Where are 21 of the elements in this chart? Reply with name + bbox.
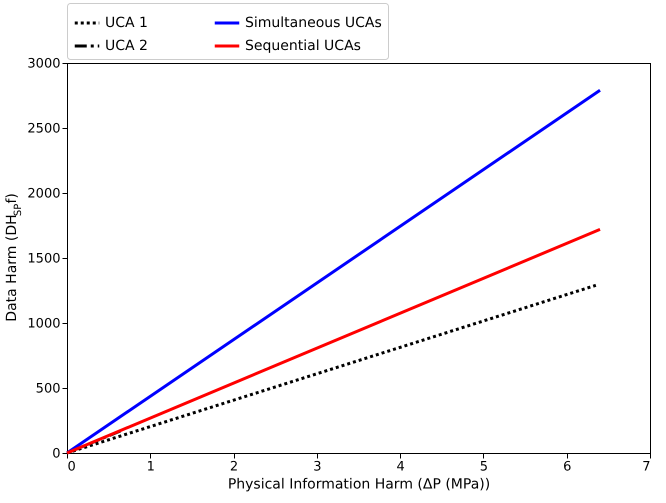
y-axis-title: Data Harm (DHSPf) xyxy=(4,193,24,322)
legend-label: Simultaneous UCAs xyxy=(245,15,382,31)
x-tick-label: 1 xyxy=(146,460,155,474)
legend-label: Sequential UCAs xyxy=(245,38,361,54)
y-tick-label: 0 xyxy=(52,446,60,462)
x-tick-label: 4 xyxy=(396,460,405,474)
x-tick-label: 6 xyxy=(563,460,572,474)
y-tick-label: 1000 xyxy=(27,316,60,332)
y-tick-label: 500 xyxy=(36,382,60,396)
x-tick-label: 0 xyxy=(68,460,76,474)
legend-label: UCA 2 xyxy=(105,38,148,54)
legend-label: UCA 1 xyxy=(105,15,148,31)
x-tick-label: 5 xyxy=(480,460,488,474)
x-tick-label: 2 xyxy=(230,460,238,474)
x-axis-title: Physical Information Harm (ΔP (MPa)) xyxy=(228,476,490,492)
y-tick-label: 1500 xyxy=(27,252,60,266)
y-tick-label: 2000 xyxy=(27,186,60,202)
x-tick-label: 3 xyxy=(313,460,322,474)
y-tick-label: 3000 xyxy=(27,56,60,72)
x-tick-label: 7 xyxy=(642,460,650,474)
y-tick-label: 2500 xyxy=(27,122,60,136)
